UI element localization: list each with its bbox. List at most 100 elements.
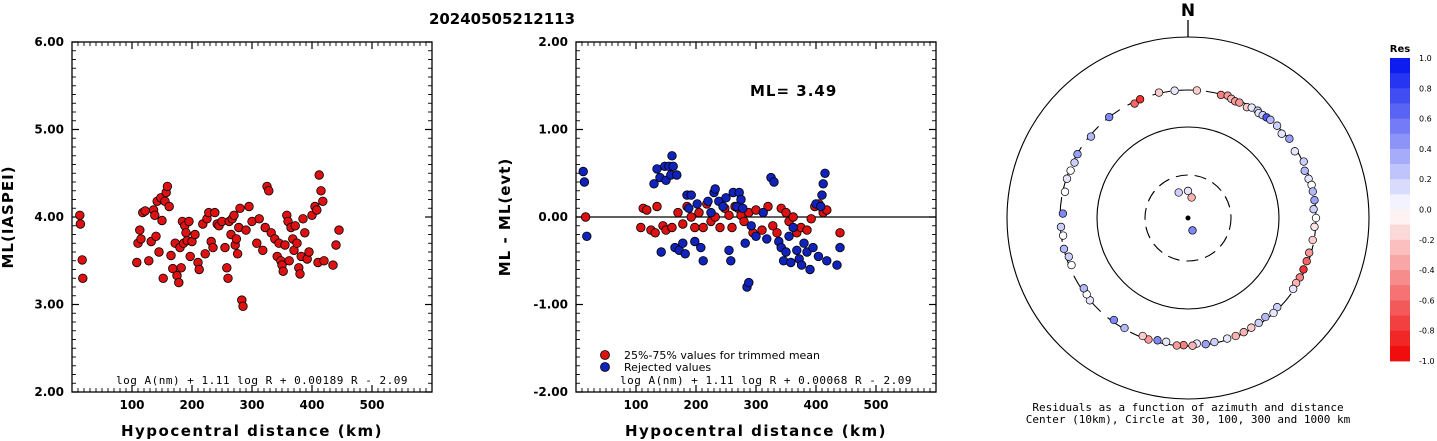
data-point bbox=[244, 201, 254, 212]
data-point bbox=[757, 225, 767, 235]
data-point bbox=[678, 238, 688, 248]
data-point bbox=[796, 260, 807, 270]
data-point bbox=[739, 216, 749, 227]
station-point bbox=[1174, 188, 1183, 197]
data-point bbox=[151, 231, 161, 242]
data-point bbox=[718, 201, 728, 212]
data-point bbox=[822, 256, 832, 266]
data-point bbox=[157, 215, 167, 226]
y-tick-label: 4.00 bbox=[34, 210, 64, 224]
data-point bbox=[784, 231, 794, 242]
ring-100km bbox=[1096, 126, 1280, 310]
colorbar-cell bbox=[1390, 285, 1410, 301]
data-point bbox=[292, 238, 302, 248]
data-point bbox=[781, 247, 791, 257]
station-point bbox=[1188, 341, 1197, 350]
colorbar-tick-label: -1.0 bbox=[1419, 357, 1435, 366]
data-point bbox=[135, 225, 145, 235]
colorbar-cell bbox=[1390, 88, 1410, 104]
legend-label-rejected: Rejected values bbox=[624, 361, 711, 374]
data-point bbox=[696, 242, 706, 253]
data-point bbox=[649, 179, 659, 189]
colorbar-cell bbox=[1390, 315, 1410, 332]
station-point bbox=[1060, 187, 1070, 196]
data-point bbox=[298, 214, 308, 224]
station-point bbox=[1079, 284, 1088, 293]
y-tick-label: 6.00 bbox=[34, 35, 64, 49]
data-point bbox=[132, 257, 142, 268]
data-point bbox=[820, 168, 830, 179]
data-point bbox=[724, 210, 734, 221]
station-point bbox=[1299, 265, 1308, 274]
station-point bbox=[1153, 336, 1162, 345]
data-point bbox=[232, 249, 243, 259]
data-point bbox=[686, 190, 696, 200]
data-point bbox=[241, 225, 251, 235]
station-point bbox=[1277, 129, 1286, 138]
legend: 25%-75% values for trimmed mean Rejected… bbox=[600, 349, 820, 374]
colorbar-tick-labels: 1.0 0.8 0.6 0.4 0.2 0.0 -0.2 -0.4 -0.6 -0.8 -1.0 bbox=[1419, 54, 1435, 366]
data-point bbox=[136, 234, 146, 244]
station-point bbox=[1058, 209, 1068, 218]
data-point bbox=[319, 256, 329, 266]
station-point bbox=[1130, 99, 1139, 108]
x-axis-ticks: 100 200 300 400 500 bbox=[581, 42, 931, 412]
y-tick-label: 3.00 bbox=[34, 298, 64, 312]
data-point bbox=[636, 222, 646, 233]
data-point bbox=[788, 222, 798, 233]
colorbar-cell bbox=[1390, 194, 1410, 210]
y-axis-label: ML - ML(evt) bbox=[496, 158, 514, 276]
data-point bbox=[312, 205, 322, 215]
station-point bbox=[1154, 88, 1164, 97]
data-point bbox=[832, 260, 842, 270]
ml-annotation: ML= 3.49 bbox=[750, 82, 837, 100]
data-point bbox=[715, 222, 725, 233]
data-point bbox=[176, 263, 186, 273]
data-point bbox=[75, 219, 86, 229]
station-point bbox=[1311, 213, 1321, 223]
station-residual-points bbox=[1056, 86, 1321, 350]
data-point bbox=[792, 245, 802, 256]
colorbar-tick-label: 0.4 bbox=[1419, 145, 1432, 154]
data-point bbox=[144, 256, 154, 266]
data-point bbox=[334, 225, 344, 235]
caption-line-2: Center (10km), Circle at 30, 100, 300 an… bbox=[1026, 413, 1351, 426]
colorbar-cell bbox=[1390, 209, 1410, 226]
x-tick-label: 200 bbox=[683, 398, 708, 412]
legend-marker-trimmed bbox=[600, 350, 610, 360]
station-point bbox=[1247, 323, 1256, 332]
station-point bbox=[1310, 196, 1319, 205]
colorbar-tick-label: -0.6 bbox=[1419, 296, 1435, 305]
station-point bbox=[1070, 158, 1079, 167]
data-point bbox=[727, 222, 737, 233]
data-point bbox=[744, 277, 754, 288]
station-point bbox=[1310, 222, 1319, 231]
data-point bbox=[300, 228, 310, 238]
colorbar-tick-label: -0.4 bbox=[1419, 266, 1435, 275]
data-point bbox=[817, 190, 827, 200]
x-tick-label: 500 bbox=[863, 398, 888, 412]
data-point bbox=[692, 199, 702, 209]
data-point bbox=[736, 194, 746, 205]
data-point bbox=[724, 245, 734, 256]
station-point bbox=[1120, 323, 1129, 333]
data-point bbox=[200, 249, 210, 259]
colorbar-cell bbox=[1390, 133, 1410, 150]
station-point bbox=[1067, 260, 1076, 270]
data-point bbox=[210, 207, 220, 218]
data-point bbox=[763, 201, 773, 212]
data-point bbox=[768, 221, 778, 231]
x-tick-label: 100 bbox=[119, 398, 144, 412]
station-point bbox=[1223, 334, 1232, 343]
data-point bbox=[802, 225, 812, 235]
data-point bbox=[726, 256, 736, 266]
data-point bbox=[835, 242, 845, 253]
station-point bbox=[1188, 226, 1197, 235]
colorbar-cell bbox=[1390, 179, 1410, 195]
data-point bbox=[786, 257, 796, 268]
station-point bbox=[1231, 331, 1240, 341]
station-point bbox=[1273, 303, 1282, 312]
data-point bbox=[150, 210, 160, 221]
data-point bbox=[578, 166, 588, 177]
station-point bbox=[1261, 312, 1270, 322]
